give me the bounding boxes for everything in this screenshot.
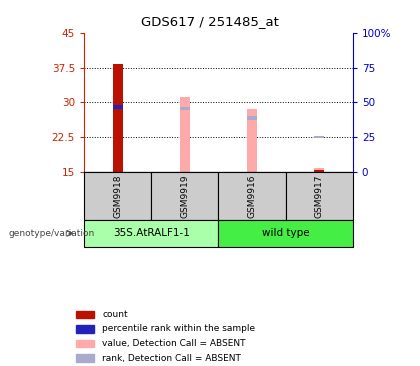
Bar xyxy=(180,107,190,111)
Text: GSM9919: GSM9919 xyxy=(180,174,189,217)
Text: GSM9916: GSM9916 xyxy=(247,174,257,217)
Bar xyxy=(113,64,123,172)
Bar xyxy=(84,172,151,220)
Bar xyxy=(180,97,190,172)
Bar xyxy=(218,220,353,247)
Bar xyxy=(218,172,286,220)
Bar xyxy=(76,354,94,362)
Text: GDS617 / 251485_at: GDS617 / 251485_at xyxy=(141,15,279,28)
Bar xyxy=(76,340,94,347)
Text: value, Detection Call = ABSENT: value, Detection Call = ABSENT xyxy=(102,339,246,348)
Text: rank, Detection Call = ABSENT: rank, Detection Call = ABSENT xyxy=(102,354,242,363)
Bar xyxy=(314,170,324,172)
Bar xyxy=(247,116,257,120)
Text: percentile rank within the sample: percentile rank within the sample xyxy=(102,325,256,333)
Text: 35S.AtRALF1-1: 35S.AtRALF1-1 xyxy=(113,228,190,238)
Text: GSM9917: GSM9917 xyxy=(315,174,324,217)
Bar xyxy=(314,136,324,138)
Bar xyxy=(151,172,218,220)
Text: count: count xyxy=(102,310,128,319)
Text: GSM9918: GSM9918 xyxy=(113,174,122,217)
Bar xyxy=(84,220,218,247)
Bar xyxy=(76,325,94,333)
Bar xyxy=(113,105,123,109)
Bar xyxy=(286,172,353,220)
Text: wild type: wild type xyxy=(262,228,310,238)
Bar xyxy=(314,168,324,172)
Text: genotype/variation: genotype/variation xyxy=(8,229,95,238)
Bar xyxy=(247,109,257,172)
Bar xyxy=(76,310,94,318)
